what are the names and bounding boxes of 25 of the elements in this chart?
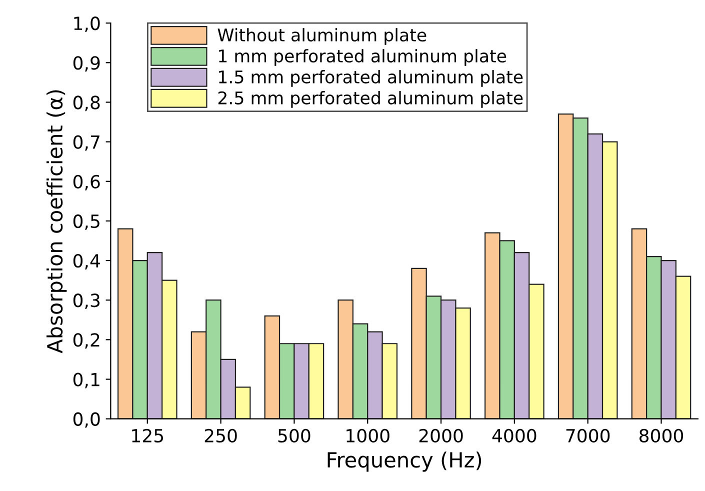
x-axis-title: Frequency (Hz) (328, 452, 482, 472)
legend-label: 2.5 mm perforated aluminum plate (218, 91, 523, 108)
y-axis-title: Absorption coefficient (α) (46, 90, 67, 354)
x-tick-label: 7000 (566, 428, 610, 443)
y-tick-label: 0,4 (73, 254, 100, 270)
y-tick-label: 0,2 (73, 333, 100, 349)
y-tick-label: 0,5 (73, 214, 100, 230)
legend-label: 1.5 mm perforated aluminum plate (219, 70, 523, 87)
x-tick-label: 4000 (492, 428, 536, 443)
y-tick-label: 0,7 (73, 135, 100, 151)
x-tick-label: 250 (204, 428, 237, 443)
x-tick-label: 500 (278, 428, 310, 443)
y-tick-label: 0,9 (73, 56, 100, 72)
x-tick-label: 125 (132, 428, 164, 443)
legend-label: 1 mm perforated aluminum plate (219, 49, 506, 66)
legend-label: Without aluminum plate (218, 28, 426, 45)
y-tick-label: 0,6 (73, 174, 100, 190)
y-tick-label: 0,8 (73, 96, 100, 112)
x-tick-label: 1000 (346, 428, 390, 443)
y-tick-label: 0,1 (73, 372, 100, 388)
x-tick-label: 8000 (639, 428, 684, 443)
y-tick-label: 1,0 (74, 16, 100, 32)
x-tick-label: 2000 (419, 428, 463, 443)
y-tick-label: 0,3 (73, 294, 100, 310)
y-tick-label: 0,0 (73, 412, 100, 428)
